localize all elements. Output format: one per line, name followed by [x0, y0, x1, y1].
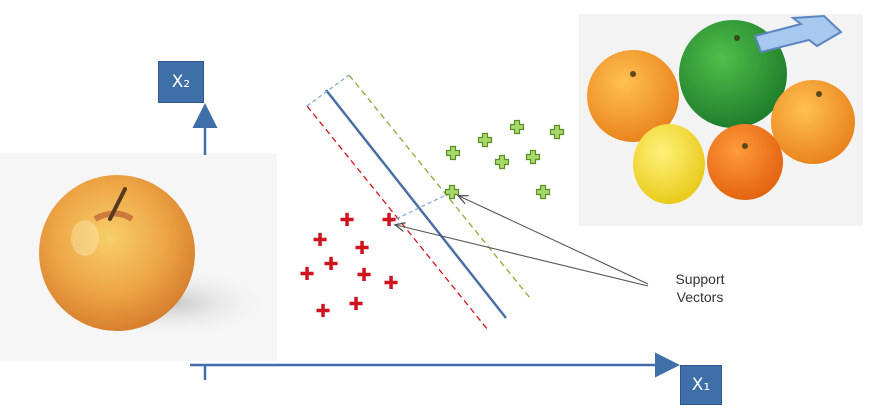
green-point	[444, 184, 460, 200]
red-point: ✚	[312, 230, 327, 251]
support-margin-connector	[389, 191, 453, 223]
red-point: ✚	[315, 301, 330, 322]
green-point	[477, 132, 493, 148]
red-point: ✚	[381, 210, 396, 231]
red-point: ✚	[339, 210, 354, 231]
support-vectors-label-line2: Vectors	[676, 289, 724, 305]
red-class-points: ✚ ✚ ✚ ✚ ✚ ✚ ✚ ✚ ✚ ✚	[299, 210, 398, 322]
support-vectors-label-line1: Support	[675, 271, 725, 287]
green-point	[535, 184, 551, 200]
red-point: ✚	[299, 264, 314, 285]
green-margin-line	[348, 74, 531, 299]
highlight-arrow-icon	[753, 14, 843, 54]
red-point: ✚	[383, 273, 398, 294]
red-point: ✚	[354, 238, 369, 259]
green-point	[445, 145, 461, 161]
x2-axis-label: X₂	[158, 61, 204, 103]
red-point: ✚	[356, 265, 371, 286]
citrus-fruit-photo	[579, 14, 863, 226]
green-point	[525, 149, 541, 165]
support-vector-arrow-red	[396, 225, 649, 287]
support-vectors-label: Support Vectors	[655, 270, 745, 306]
red-point: ✚	[348, 294, 363, 315]
red-point: ✚	[323, 254, 338, 275]
x1-axis-label: X₁	[680, 365, 722, 405]
green-point	[509, 119, 525, 135]
support-vector-arrow-green	[459, 196, 649, 285]
green-point	[494, 154, 510, 170]
apple-photo	[0, 153, 277, 361]
green-class-points	[444, 119, 565, 200]
green-point	[549, 124, 565, 140]
decision-hyperplane	[325, 89, 507, 319]
top-margin-connector	[306, 74, 350, 107]
